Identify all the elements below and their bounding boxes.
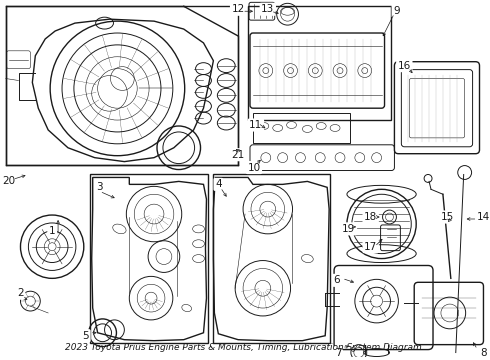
Text: 3: 3 bbox=[97, 182, 103, 192]
Text: 15: 15 bbox=[441, 212, 455, 222]
Text: 8: 8 bbox=[480, 347, 487, 357]
Text: 20: 20 bbox=[2, 176, 15, 186]
Bar bbox=[253, 113, 350, 143]
Text: 16: 16 bbox=[398, 60, 411, 71]
Bar bbox=[248, 6, 392, 120]
Text: 12: 12 bbox=[231, 4, 245, 14]
Text: 2: 2 bbox=[17, 288, 24, 298]
Text: 7: 7 bbox=[335, 347, 342, 357]
Text: 17: 17 bbox=[364, 242, 377, 252]
Text: 14: 14 bbox=[477, 212, 490, 222]
Text: 2023 Toyota Prius Engine Parts & Mounts, Timing, Lubrication System Diagram: 2023 Toyota Prius Engine Parts & Mounts,… bbox=[65, 343, 421, 352]
Bar bbox=[213, 175, 330, 343]
Text: 4: 4 bbox=[215, 179, 221, 189]
Text: 10: 10 bbox=[247, 163, 261, 172]
Text: 9: 9 bbox=[393, 6, 400, 16]
Text: 1: 1 bbox=[49, 226, 55, 236]
Bar bbox=[6, 6, 238, 165]
Bar bbox=[90, 175, 208, 343]
Text: 18: 18 bbox=[364, 212, 377, 222]
Text: 21: 21 bbox=[231, 150, 245, 160]
Text: 11: 11 bbox=[249, 120, 263, 130]
Text: 19: 19 bbox=[343, 224, 356, 234]
Text: 13: 13 bbox=[261, 4, 274, 14]
Text: 5: 5 bbox=[82, 331, 89, 341]
Text: 6: 6 bbox=[334, 275, 341, 285]
